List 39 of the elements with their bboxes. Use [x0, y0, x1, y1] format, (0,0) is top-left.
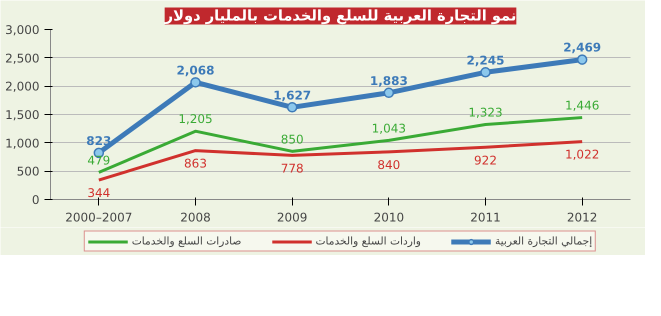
y-tick-label: 3,000 — [5, 23, 40, 37]
data-label: 850 — [280, 132, 304, 146]
data-label: 2,469 — [563, 40, 602, 55]
point — [286, 102, 298, 113]
y-tick-label: 2,500 — [5, 51, 40, 66]
y-tick-label: 500 — [16, 164, 40, 179]
data-label: 1,205 — [178, 112, 213, 126]
y-tick-label: 1,500 — [5, 108, 40, 122]
data-label: 344 — [87, 186, 110, 200]
y-tick-label: 1,000 — [5, 136, 40, 150]
chart-title: نمو التجارة العربية للسلع والخدمات بالمليار دولار — [164, 8, 516, 24]
data-label: 1,627 — [273, 88, 312, 102]
point — [576, 54, 588, 65]
data-label: 778 — [280, 161, 304, 176]
data-label: 1,446 — [564, 98, 600, 113]
legend-label: واردات السلع والخدمات — [315, 234, 421, 248]
y-tick-label: 2,000 — [5, 80, 40, 94]
y-tick-label: 0 — [32, 193, 40, 207]
data-label: 922 — [474, 153, 497, 168]
data-label: 1,022 — [564, 148, 600, 162]
data-label: 2,068 — [176, 63, 214, 78]
x-tick-label: 2010 — [374, 210, 404, 224]
point — [480, 67, 491, 78]
data-label: 863 — [184, 156, 207, 171]
x-tick-label: 2009 — [276, 210, 308, 224]
data-label: 2,245 — [466, 53, 504, 68]
data-label: 479 — [87, 153, 110, 168]
point — [384, 88, 394, 98]
x-tick-label: 2011 — [470, 210, 501, 224]
x-tick-label: 2000–2007 — [65, 210, 132, 224]
x-tick-label: 2008 — [180, 210, 211, 224]
legend-label: صادرات السلع والخدمات — [132, 234, 242, 248]
point — [190, 77, 201, 88]
data-label: 840 — [377, 158, 400, 172]
legend-label: إجمالي التجارة العربية — [494, 234, 592, 248]
data-label: 1,883 — [370, 74, 408, 88]
data-label: 1,323 — [468, 106, 503, 120]
x-tick-label: 2012 — [566, 210, 598, 224]
data-label: 1,043 — [372, 121, 406, 136]
